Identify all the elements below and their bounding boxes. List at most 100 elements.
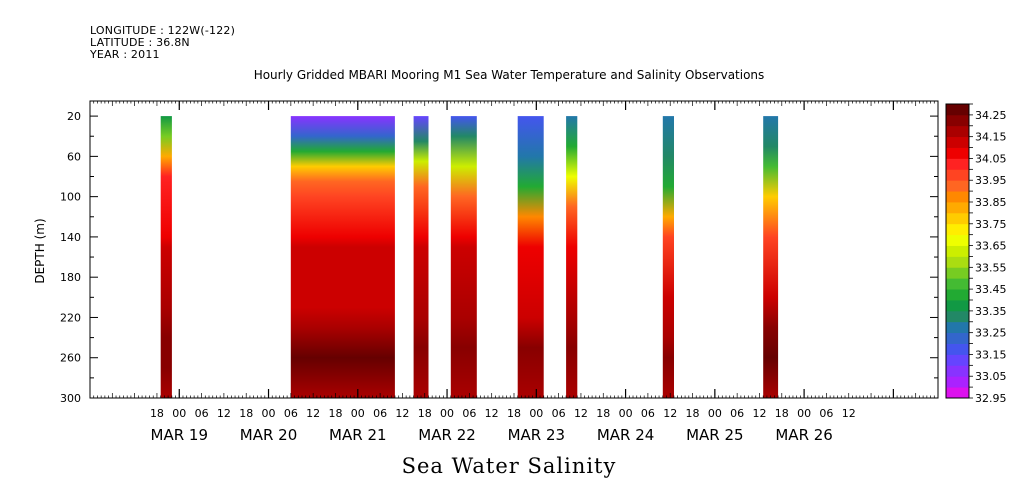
x-hour-tick-label: 12	[752, 407, 766, 420]
colorbar-swatch	[946, 343, 969, 355]
colorbar-swatch	[946, 256, 969, 268]
x-day-label: MAR 24	[597, 426, 654, 444]
x-hour-tick-label: 12	[574, 407, 588, 420]
colorbar-label: 34.25	[975, 109, 1007, 122]
colorbar-swatch	[946, 147, 969, 159]
salinity-segment	[450, 116, 477, 398]
x-hour-tick-label: 18	[507, 407, 521, 420]
longitude-label: LONGITUDE : 122W(-122)	[90, 24, 236, 37]
x-hour-tick-label: 00	[172, 407, 186, 420]
colorbar-label: 33.05	[975, 370, 1007, 383]
chart-subtitle: Sea Water Salinity	[401, 454, 617, 478]
x-hour-tick-label: 00	[440, 407, 454, 420]
x-hour-tick-label: 00	[619, 407, 633, 420]
x-day-label: MAR 23	[508, 426, 565, 444]
colorbar-swatch	[946, 234, 969, 246]
colorbar: 34.25 34.15 34.05 33.95 33.85 33.75 33.65 33.55…	[945, 103, 1007, 405]
x-hour-tick-label: 12	[395, 407, 409, 420]
x-hour-tick-label: 12	[306, 407, 320, 420]
colorbar-label: 33.45	[975, 283, 1007, 296]
colorbar-swatch	[946, 104, 969, 116]
colorbar-swatch	[946, 310, 969, 323]
colorbar-label: 33.85	[975, 196, 1007, 209]
year-label: YEAR : 2011	[90, 48, 160, 61]
x-hour-tick-label: 12	[842, 407, 856, 420]
colorbar-swatch	[946, 376, 969, 388]
x-day-label: MAR 22	[418, 426, 475, 444]
x-hour-tick-label: 00	[351, 407, 365, 420]
axes: 18 00 06 12 18 00 06 12 18 00 06 12 18 00 06 12 18 00 06 12…	[60, 100, 939, 444]
plot-area	[160, 116, 779, 398]
y-tick-label: 20	[67, 110, 81, 123]
x-day-label: MAR 19	[151, 426, 208, 444]
x-hour-tick-label: 12	[663, 407, 677, 420]
colorbar-swatch	[946, 267, 969, 279]
y-tick-label: 220	[60, 311, 81, 324]
colorbar-swatch	[946, 158, 969, 170]
colorbar-swatch	[946, 125, 969, 138]
colorbar-swatch	[946, 136, 969, 148]
x-hour-tick-label: 18	[239, 407, 253, 420]
salinity-segment	[763, 116, 779, 398]
y-tick-label: 60	[67, 150, 81, 163]
colorbar-swatch	[946, 223, 969, 236]
x-hour-tick-label: 00	[797, 407, 811, 420]
salinity-segment	[413, 116, 429, 398]
x-hour-tick-label: 00	[529, 407, 543, 420]
colorbar-label: 33.55	[975, 261, 1007, 274]
colorbar-swatch	[946, 321, 969, 334]
x-hour-tick-label: 12	[485, 407, 499, 420]
x-hour-tick-label: 06	[195, 407, 209, 420]
colorbar-label: 33.65	[975, 240, 1007, 253]
colorbar-label: 33.95	[975, 174, 1007, 187]
x-hour-tick-label: 06	[641, 407, 655, 420]
colorbar-swatch	[946, 212, 969, 225]
colorbar-swatch	[946, 114, 969, 127]
y-tick-label: 300	[60, 392, 81, 405]
colorbar-swatch	[946, 365, 969, 377]
colorbar-label: 32.95	[975, 392, 1007, 405]
y-tick-label: 260	[60, 352, 81, 365]
salinity-segment	[662, 116, 674, 398]
y-tick-label: 100	[60, 191, 81, 204]
colorbar-swatch	[946, 180, 969, 192]
colorbar-label: 34.15	[975, 131, 1007, 144]
salinity-segment	[517, 116, 544, 398]
colorbar-swatch	[946, 202, 969, 214]
x-hour-tick-label: 06	[819, 407, 833, 420]
x-hour-tick-label: 00	[262, 407, 276, 420]
x-day-label: MAR 26	[775, 426, 832, 444]
x-hour-tick-label: 18	[775, 407, 789, 420]
salinity-segment	[566, 116, 578, 398]
x-hour-tick-label: 06	[373, 407, 387, 420]
latitude-label: LATITUDE : 36.8N	[90, 36, 190, 49]
colorbar-label: 33.25	[975, 327, 1007, 340]
plot-frame	[89, 100, 939, 399]
colorbar-swatch	[946, 245, 969, 257]
colorbar-swatch	[946, 332, 969, 344]
x-hour-tick-label: 06	[552, 407, 566, 420]
x-hour-tick-label: 18	[596, 407, 610, 420]
y-tick-label: 140	[60, 231, 81, 244]
colorbar-label: 33.15	[975, 348, 1007, 361]
colorbar-swatch	[946, 300, 969, 312]
colorbar-swatch	[946, 191, 969, 203]
x-hour-tick-label: 06	[462, 407, 476, 420]
x-day-label: MAR 25	[686, 426, 743, 444]
colorbar-label: 33.75	[975, 218, 1007, 231]
x-hour-tick-label: 06	[730, 407, 744, 420]
x-hour-tick-label: 06	[284, 407, 298, 420]
salinity-segment	[160, 116, 172, 398]
chart-title: Hourly Gridded MBARI Mooring M1 Sea Wate…	[253, 68, 765, 82]
colorbar-swatch	[946, 387, 969, 399]
colorbar-label: 33.35	[975, 305, 1007, 318]
salinity-segment	[290, 116, 395, 398]
x-hour-tick-label: 18	[686, 407, 700, 420]
x-day-label: MAR 21	[329, 426, 386, 444]
y-axis-label: DEPTH (m)	[33, 218, 47, 283]
x-day-label: MAR 20	[240, 426, 297, 444]
x-hour-tick-label: 18	[150, 407, 164, 420]
y-tick-label: 180	[60, 271, 81, 284]
x-hour-tick-label: 00	[708, 407, 722, 420]
